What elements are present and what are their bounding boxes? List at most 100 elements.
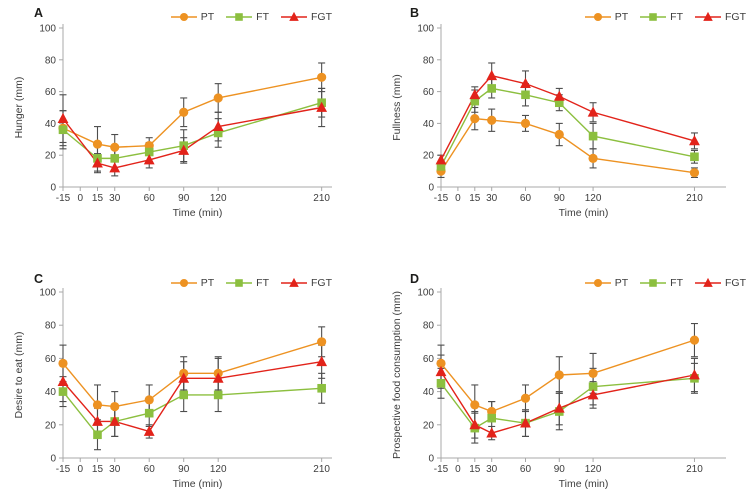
legend-label: FGT [725, 10, 746, 23]
x-tick-label: 210 [686, 464, 703, 475]
marker-FT [317, 383, 326, 393]
marker-FGT [689, 369, 700, 380]
series-markers-PT [436, 114, 700, 178]
pt-marker-icon [170, 278, 197, 288]
legend: PT FT FGT [584, 276, 746, 289]
marker-FGT [469, 419, 481, 430]
y-tick-label: 0 [50, 183, 56, 194]
x-tick-label: 60 [520, 464, 532, 475]
series-markers-PT [58, 337, 327, 412]
x-tick-label: 60 [520, 193, 532, 204]
legend-item-FGT: FGT [281, 277, 332, 289]
legend-marker [235, 279, 243, 287]
y-tick-label: 60 [423, 354, 435, 365]
y-tick-label: 40 [423, 387, 435, 398]
marker-FGT [587, 389, 599, 400]
panel-letter: B [410, 6, 420, 20]
marker-FGT [212, 120, 224, 131]
legend-item-FT: FT [640, 11, 683, 23]
legend-item-FGT: FGT [695, 11, 746, 23]
y-tick-label: 60 [45, 87, 57, 98]
panel-prospective-food-consumption: 0 20 40 60 80 100 -15 0 15 30 60 90 120 210 Time (min)… [376, 250, 753, 500]
x-tick-label: 120 [585, 464, 602, 475]
ft-marker-icon [640, 13, 667, 21]
legend-marker [179, 12, 188, 22]
legend-marker [235, 13, 243, 21]
marker-FGT [212, 372, 224, 383]
legend-label: FGT [311, 276, 332, 289]
x-tick-label: 15 [469, 193, 481, 204]
y-tick-label: 60 [45, 354, 57, 365]
x-tick-label: 15 [92, 464, 104, 475]
marker-FGT [520, 417, 531, 428]
y-tick-label: 0 [50, 454, 56, 465]
marker-FGT [486, 427, 498, 438]
marker-PT [144, 395, 154, 405]
marker-FGT [109, 162, 121, 173]
marker-FT [588, 131, 598, 141]
marker-FT [93, 430, 102, 440]
panel-letter: A [34, 6, 44, 20]
legend-label: FT [670, 10, 683, 23]
y-tick-label: 0 [428, 454, 434, 465]
legend: PT FT FGT [170, 276, 332, 289]
marker-FT [521, 90, 530, 100]
x-tick-label: 30 [486, 193, 498, 204]
legend: PT FT FGT [584, 11, 746, 23]
marker-PT [487, 406, 497, 417]
marker-FGT [316, 355, 328, 367]
y-tick-label: 80 [45, 55, 57, 66]
series-markers-PT [58, 72, 327, 152]
x-tick-label: 30 [109, 464, 121, 475]
y-tick-label: 60 [423, 87, 435, 98]
y-tick-label: 40 [45, 119, 57, 130]
series-line-FGT [62, 361, 322, 433]
legend-item-PT: PT [170, 11, 214, 23]
pt-marker-icon [584, 278, 611, 288]
marker-FT [690, 152, 699, 162]
legend-marker [703, 11, 713, 21]
x-tick-label: 90 [554, 193, 566, 204]
series-markers-PT [436, 335, 700, 417]
marker-PT [110, 142, 120, 152]
legend-item-FT: FT [226, 11, 269, 23]
fgt-marker-icon [695, 277, 721, 287]
legend-marker [593, 12, 602, 22]
x-tick-label: 30 [486, 464, 498, 475]
legend-marker [649, 13, 657, 21]
y-tick-label: 80 [423, 55, 435, 66]
legend-label: PT [614, 276, 629, 289]
marker-FGT [316, 101, 328, 112]
legend-label: FT [256, 276, 269, 289]
legend-label: FT [670, 276, 683, 289]
legend-item-FGT: FGT [281, 11, 332, 23]
marker-PT [588, 368, 598, 378]
marker-FT [213, 390, 223, 400]
series-markers-FGT [57, 355, 328, 436]
y-axis-title: Prospective food consumption (mm) [391, 291, 403, 459]
y-tick-label: 20 [45, 420, 57, 431]
ft-marker-icon [226, 279, 253, 287]
marker-PT [470, 114, 480, 124]
x-tick-label: -15 [56, 464, 71, 475]
marker-PT [588, 153, 598, 163]
marker-FGT [435, 365, 447, 377]
x-tick-label: -15 [434, 193, 449, 204]
marker-FT [554, 98, 564, 108]
x-tick-label: 15 [469, 464, 481, 475]
marker-FGT [92, 157, 103, 168]
marker-FGT [553, 90, 565, 101]
series-line-PT [440, 339, 695, 413]
fgt-marker-icon [695, 11, 721, 21]
legend-marker [289, 11, 299, 21]
series-line-FT [62, 387, 322, 436]
y-axis-title: Hunger (mm) [13, 77, 25, 139]
marker-FT [58, 125, 68, 135]
marker-PT [520, 118, 531, 128]
series-line-FT [62, 102, 322, 160]
legend-label: PT [200, 276, 215, 289]
marker-FGT [92, 415, 103, 426]
